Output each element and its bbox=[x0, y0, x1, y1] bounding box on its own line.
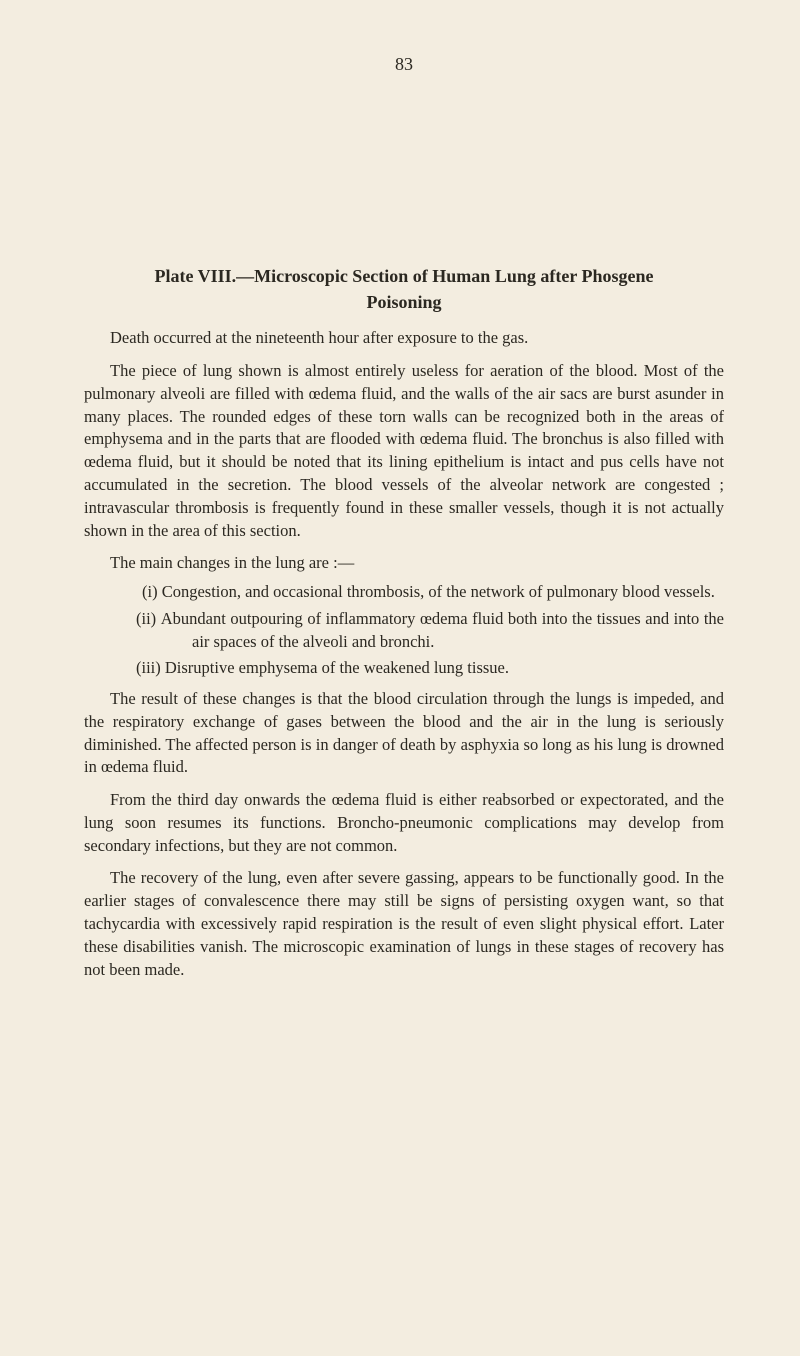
paragraph-body-1: The piece of lung shown is almost entire… bbox=[84, 360, 724, 542]
list-marker-i: (i) bbox=[142, 582, 158, 601]
page-number: 83 bbox=[84, 54, 724, 75]
paragraph-intro: Death occurred at the nineteenth hour af… bbox=[84, 327, 724, 350]
list-text-iii: Disruptive emphysema of the weakened lun… bbox=[165, 658, 509, 677]
list-marker-ii: (ii) bbox=[136, 609, 156, 628]
list-text-ii: Abundant outpouring of inflammatory œdem… bbox=[161, 609, 724, 651]
plate-title-line2: Poisoning bbox=[84, 292, 724, 313]
paragraph-body-3: From the third day onwards the œdema flu… bbox=[84, 789, 724, 857]
paragraph-body-4: The recovery of the lung, even after sev… bbox=[84, 867, 724, 981]
list-marker-iii: (iii) bbox=[136, 658, 161, 677]
list-intro: The main changes in the lung are :— bbox=[84, 552, 724, 575]
list-item-ii: (ii) Abundant outpouring of inflammatory… bbox=[84, 608, 724, 654]
document-page: 83 Plate VIII.—Microscopic Section of Hu… bbox=[0, 0, 800, 1356]
list-text-i: Congestion, and occasional thrombosis, o… bbox=[162, 582, 715, 601]
list-item-i: (i) Congestion, and occasional thrombosi… bbox=[84, 581, 724, 604]
plate-title-line1: Plate VIII.—Microscopic Section of Human… bbox=[84, 265, 724, 288]
paragraph-body-2: The result of these changes is that the … bbox=[84, 688, 724, 779]
list-item-iii: (iii) Disruptive emphysema of the weaken… bbox=[84, 657, 724, 680]
